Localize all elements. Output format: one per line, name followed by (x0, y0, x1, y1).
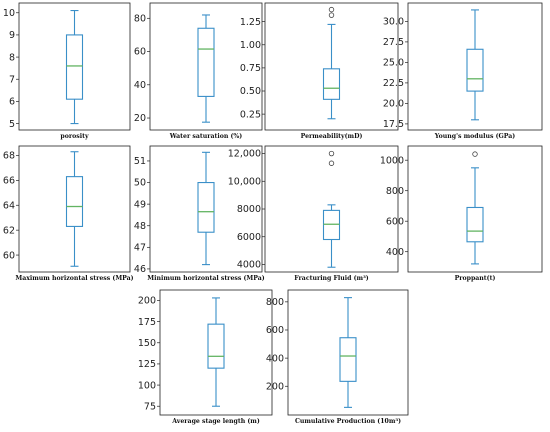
x-axis-label: Maximum horizontal stress (MPa) (15, 275, 133, 282)
outlier-point (328, 6, 335, 13)
x-axis-label: porosity (60, 133, 89, 140)
iqr-box (197, 27, 215, 97)
y-tick-label: 6 (9, 97, 15, 108)
chart-panel-2: 20 40 60 80 Water saturation (%) (134, 2, 263, 140)
y-tick-label: 4000 (237, 260, 261, 271)
y-tick-label: 75 (144, 401, 156, 412)
y-tick-label: 20 (134, 113, 146, 124)
y-tick-label: 50 (134, 178, 146, 189)
y-tick-label: 30.0 (383, 17, 404, 28)
y-tick-label: 400 (386, 247, 404, 258)
iqr-box (65, 176, 84, 227)
chart-panel-5: 60 62 64 66 68 Maximum horizontal stress (MPa… (3, 145, 134, 282)
y-tick-label: 1.00 (240, 40, 261, 51)
iqr-box (322, 209, 341, 241)
y-tick-label: 22.5 (383, 78, 404, 89)
y-tick-label: 68 (3, 151, 15, 162)
y-tick-label: 66 (3, 176, 15, 187)
x-axis-label: Young's modulus (GPa) (434, 133, 516, 140)
y-tick-label: 9 (9, 30, 15, 41)
y-tick-label: 46 (134, 264, 146, 275)
chart-panel-1: 5 6 7 8 9 10 porosity (3, 2, 131, 140)
y-tick-label: 8 (9, 52, 15, 63)
y-tick-label: 60 (134, 47, 146, 58)
axis-frame (407, 2, 543, 131)
y-tick-label: 12,000 (228, 149, 261, 160)
axis-frame (149, 2, 263, 131)
y-tick-label: 7 (9, 74, 15, 85)
y-tick-label: 10,000 (228, 176, 261, 187)
y-tick-label: 48 (134, 221, 146, 232)
x-axis-label: Proppant(t) (455, 275, 496, 282)
chart-panel-4: 17.5 20.0 22.5 25.0 27.5 30.0 Young's modulus … (383, 2, 543, 140)
iqr-box (197, 181, 215, 233)
chart-panel-7: 4000 6000 8000 10,000 12,000 Fracturing Fluid… (228, 145, 399, 282)
y-tick-label: 17.5 (383, 119, 404, 130)
y-tick-label: 150 (138, 338, 156, 349)
y-tick-label: 10 (3, 8, 15, 19)
outlier-point (328, 160, 335, 166)
x-axis-label: Permeability(mD) (301, 133, 363, 140)
chart-panel-10: 200 400 600 800 Cumulative Production (10m³) (266, 289, 409, 425)
y-tick-label: 600 (266, 325, 284, 336)
y-tick-label: 800 (266, 297, 284, 308)
chart-panel-8: 400 600 800 1000 Proppant(t) (380, 145, 543, 282)
y-tick-label: 25.0 (383, 58, 404, 69)
chart-panel-3: 0.25 0.50 0.75 1.00 1.25 Permeability(mD) (240, 2, 399, 140)
iqr-box (322, 68, 341, 100)
y-tick-label: 27.5 (383, 37, 404, 48)
axis-frame (407, 145, 543, 273)
x-axis-label: Fracturing Fluid (m³) (294, 275, 369, 282)
y-tick-label: 49 (134, 199, 146, 210)
outlier-point (328, 150, 335, 157)
y-tick-label: 200 (266, 381, 284, 392)
y-tick-label: 0.25 (240, 109, 261, 120)
y-tick-label: 5 (9, 119, 15, 130)
y-tick-label: 64 (3, 200, 15, 211)
y-tick-label: 20.0 (383, 99, 404, 110)
x-axis-label: Water saturation (%) (169, 133, 243, 140)
y-tick-label: 600 (386, 216, 404, 227)
y-tick-label: 6000 (237, 232, 261, 243)
axis-frame (18, 145, 131, 273)
y-tick-label: 1000 (380, 155, 404, 166)
y-tick-label: 1.25 (240, 17, 261, 28)
outlier-point (328, 12, 335, 18)
axis-frame (287, 289, 409, 416)
axis-frame (264, 2, 399, 131)
y-tick-label: 0.50 (240, 86, 261, 97)
y-tick-label: 125 (138, 359, 156, 370)
x-axis-label: Average stage length (m) (171, 418, 260, 425)
iqr-box (466, 206, 484, 243)
chart-panel-9: 75 100 125 150 175 200 Average stage length (m… (138, 289, 273, 425)
y-tick-label: 800 (386, 186, 404, 197)
y-tick-label: 200 (138, 296, 156, 307)
iqr-box (466, 48, 484, 92)
y-tick-label: 40 (134, 80, 146, 91)
x-axis-label: Minimum horizontal stress (MPa) (147, 275, 264, 282)
y-tick-label: 60 (3, 250, 15, 261)
iqr-box (207, 323, 225, 369)
y-tick-label: 8000 (237, 204, 261, 215)
y-tick-label: 0.75 (240, 63, 261, 74)
iqr-box (339, 337, 357, 382)
y-tick-label: 51 (134, 156, 146, 167)
axis-frame (18, 2, 131, 131)
y-tick-label: 80 (134, 13, 146, 24)
y-tick-label: 62 (3, 225, 15, 236)
x-axis-label: Cumulative Production (10m³) (295, 418, 401, 425)
iqr-box (65, 34, 84, 100)
y-tick-label: 175 (138, 317, 156, 328)
outlier-point (472, 151, 478, 157)
axis-frame (159, 289, 273, 416)
y-tick-label: 100 (138, 380, 156, 391)
y-tick-label: 47 (134, 243, 146, 254)
y-tick-label: 400 (266, 353, 284, 364)
